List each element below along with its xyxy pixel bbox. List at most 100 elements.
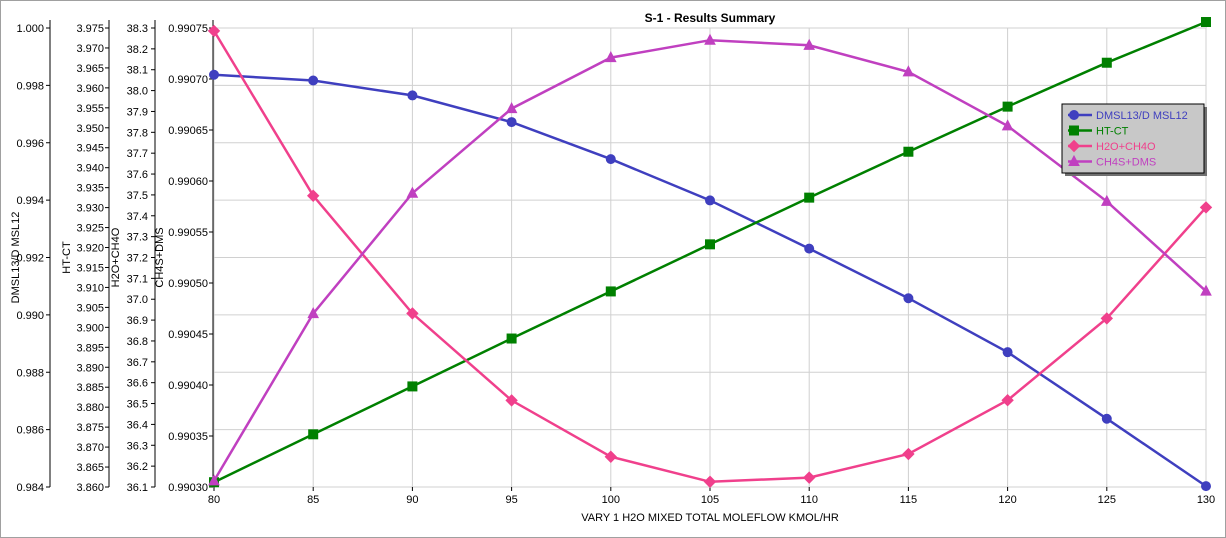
legend-label-htct: HT-CT — [1096, 126, 1129, 138]
y-tick-label-h2o: 36.6 — [127, 378, 148, 390]
data-point-dmsl — [506, 117, 517, 128]
y-tick-label-h2o: 36.7 — [127, 357, 148, 369]
y-tick-label-htct: 3.970 — [76, 43, 104, 55]
y-tick-label-dmsl: 0.988 — [16, 367, 44, 379]
data-point-htct — [506, 333, 517, 344]
y-tick-label-dmsl: 0.986 — [16, 425, 44, 437]
y-tick-label-h2o: 37.3 — [127, 232, 148, 244]
data-point-dmsl — [407, 90, 418, 101]
data-point-htct — [705, 239, 715, 250]
y-tick-label-htct: 3.895 — [76, 342, 104, 354]
y-tick-label-dmsl: 0.984 — [16, 482, 44, 494]
y-tick-label-ch4s: 0.99040 — [168, 380, 208, 392]
y-tick-label-htct: 3.965 — [76, 63, 104, 75]
y-tick-label-htct: 3.860 — [76, 482, 104, 494]
data-point-ch4s — [902, 65, 915, 77]
data-point-ch4s — [208, 474, 220, 486]
y-tick-label-dmsl: 0.992 — [16, 253, 44, 265]
x-tick-label: 130 — [1197, 494, 1215, 506]
y-tick-label-htct: 3.940 — [76, 163, 104, 175]
data-point-htct — [308, 429, 319, 440]
y-tick-label-ch4s: 0.99055 — [168, 227, 208, 239]
y-tick-label-dmsl: 0.994 — [16, 195, 44, 207]
y-tick-label-h2o: 37.8 — [127, 127, 148, 139]
y-tick-label-h2o: 36.4 — [127, 419, 148, 431]
legend-marker-ch4s — [1068, 154, 1080, 166]
x-tick-label: 100 — [602, 494, 620, 506]
y-tick-label-htct: 3.910 — [76, 282, 104, 294]
y-tick-label-h2o: 37.0 — [127, 294, 148, 306]
y-axis-title-ch4s: CH4S+DMS — [154, 227, 166, 287]
y-tick-label-htct: 3.930 — [76, 203, 104, 215]
data-point-h2o — [505, 394, 518, 407]
y-tick-label-h2o: 38.3 — [127, 23, 148, 35]
x-tick-label: 120 — [998, 494, 1016, 506]
y-tick-label-h2o: 36.5 — [127, 399, 148, 411]
data-point-dmsl — [605, 154, 616, 165]
data-point-h2o — [406, 307, 419, 320]
data-point-dmsl — [308, 75, 319, 86]
data-point-htct — [1201, 17, 1211, 28]
data-point-ch4s — [1001, 119, 1014, 131]
y-tick-label-htct: 3.865 — [76, 462, 104, 474]
y-tick-label-h2o: 37.4 — [127, 211, 148, 223]
data-point-ch4s — [1100, 194, 1113, 206]
data-point-ch4s — [704, 33, 716, 45]
data-point-ch4s — [406, 186, 419, 198]
data-point-h2o — [1199, 201, 1213, 214]
y-tick-label-h2o: 37.7 — [127, 148, 148, 160]
y-tick-label-htct: 3.905 — [76, 302, 104, 314]
legend-label-dmsl: DMSL13/D MSL12 — [1096, 110, 1188, 122]
y-tick-label-dmsl: 0.996 — [16, 138, 44, 150]
x-axis-title: VARY 1 H2O MIXED TOTAL MOLEFLOW KMOL/HR — [581, 512, 839, 524]
data-point-h2o — [703, 475, 717, 488]
y-tick-label-htct: 3.880 — [76, 402, 104, 414]
data-point-h2o — [1001, 394, 1014, 407]
y-tick-label-ch4s: 0.99050 — [168, 278, 208, 290]
data-point-dmsl — [1002, 347, 1013, 358]
y-tick-label-h2o: 37.2 — [127, 253, 148, 265]
y-tick-label-htct: 3.935 — [76, 183, 104, 195]
legend-label-h2o: H2O+CH4O — [1096, 141, 1156, 153]
data-point-h2o — [306, 189, 320, 202]
y-tick-label-ch4s: 0.99030 — [168, 482, 208, 494]
data-point-dmsl — [1201, 481, 1211, 492]
y-tick-label-ch4s: 0.99045 — [168, 329, 208, 341]
data-point-ch4s — [307, 307, 320, 319]
y-tick-label-ch4s: 0.99075 — [168, 23, 208, 35]
y-tick-label-h2o: 36.3 — [127, 440, 148, 452]
y-tick-label-htct: 3.885 — [76, 382, 104, 394]
y-tick-label-htct: 3.955 — [76, 103, 104, 115]
y-tick-label-ch4s: 0.99060 — [168, 176, 208, 188]
y-axis-title-htct: HT-CT — [61, 241, 73, 274]
y-tick-label-h2o: 36.8 — [127, 336, 148, 348]
data-point-dmsl — [1101, 413, 1112, 424]
data-point-dmsl — [903, 293, 914, 304]
x-tick-label: 90 — [406, 494, 418, 506]
y-tick-label-htct: 3.900 — [76, 322, 104, 334]
y-tick-label-htct: 3.960 — [76, 83, 104, 95]
x-tick-label: 80 — [208, 494, 220, 506]
y-tick-label-h2o: 36.2 — [127, 461, 148, 473]
y-tick-label-htct: 3.950 — [76, 123, 104, 135]
data-point-ch4s — [1200, 284, 1212, 296]
legend-marker-htct — [1069, 125, 1079, 136]
y-tick-label-ch4s: 0.99065 — [168, 125, 208, 137]
y-axis-title-h2o: H2O+CH4O — [110, 227, 122, 287]
y-tick-label-ch4s: 0.99035 — [168, 431, 208, 443]
data-point-htct — [1002, 101, 1013, 112]
chart-title: S-1 - Results Summary — [645, 11, 776, 25]
data-point-ch4s — [604, 51, 617, 63]
legend-label-ch4s: CH4S+DMS — [1096, 157, 1156, 169]
data-point-dmsl — [804, 243, 815, 254]
data-point-htct — [605, 286, 616, 297]
y-tick-label-ch4s: 0.99070 — [168, 74, 208, 86]
data-point-h2o — [802, 471, 816, 484]
data-point-htct — [1101, 57, 1112, 68]
y-tick-label-h2o: 38.0 — [127, 86, 148, 98]
x-tick-label: 110 — [800, 494, 818, 506]
y-tick-label-htct: 3.875 — [76, 422, 104, 434]
y-tick-label-htct: 3.975 — [76, 23, 104, 35]
data-point-ch4s — [505, 102, 518, 114]
y-tick-label-htct: 3.925 — [76, 223, 104, 235]
